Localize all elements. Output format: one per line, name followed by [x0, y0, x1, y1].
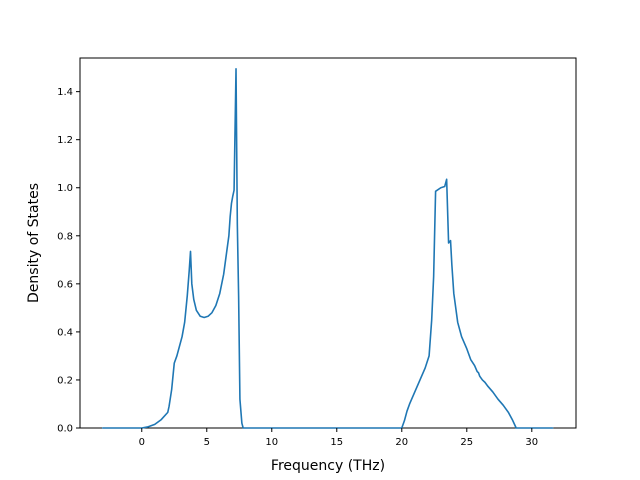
x-tick-label: 15	[330, 437, 343, 448]
x-tick-label: 5	[204, 437, 210, 448]
y-tick-label: 1.2	[57, 135, 73, 146]
y-axis-label: Density of States	[26, 183, 42, 303]
y-tick-label: 0.4	[57, 327, 73, 338]
y-tick-label: 0.6	[57, 279, 73, 290]
axes-frame	[79, 57, 577, 429]
plot-area	[79, 57, 577, 429]
x-tick-label: 25	[460, 437, 473, 448]
x-tick-label: 20	[395, 437, 408, 448]
x-tick-label: 30	[525, 437, 538, 448]
y-tick-label: 0.0	[57, 424, 73, 435]
y-tick-label: 1.0	[57, 183, 73, 194]
x-axis-ticks: 0 5 10 15 20 25 30	[139, 428, 538, 448]
x-tick-label: 0	[139, 437, 145, 448]
dos-series-line	[101, 68, 554, 429]
y-tick-label: 0.2	[57, 375, 73, 386]
y-axis-ticks: 0.0 0.2 0.4 0.6 0.8 1.0 1.2 1.4	[57, 87, 80, 435]
x-tick-label: 10	[265, 437, 278, 448]
x-axis-label: Frequency (THz)	[271, 458, 385, 474]
y-tick-label: 0.8	[57, 231, 73, 242]
y-tick-label: 1.4	[57, 87, 73, 98]
